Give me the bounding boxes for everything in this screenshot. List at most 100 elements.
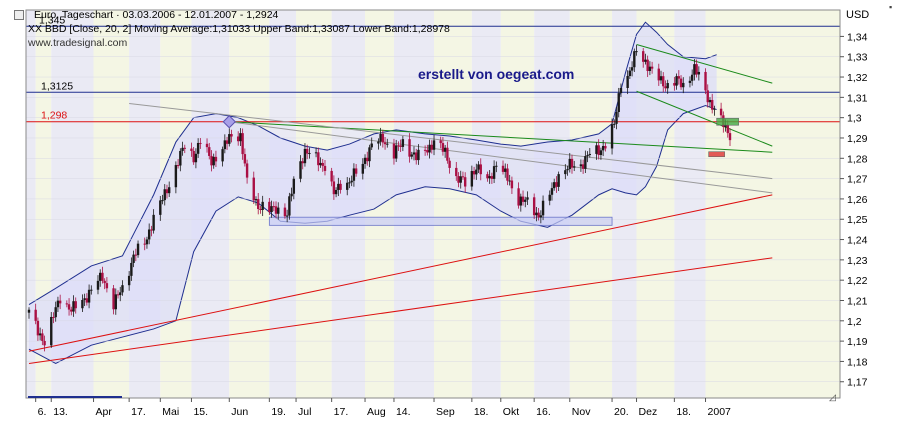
candle-body xyxy=(130,262,133,276)
y-tick-label: 1,34 xyxy=(847,31,868,43)
x-tick-label: 17. xyxy=(334,406,349,418)
candle-body xyxy=(58,300,62,304)
scrollbar-thumb xyxy=(28,396,122,398)
candle-body xyxy=(87,289,91,303)
candle-body xyxy=(252,177,255,201)
y-tick-label: 1,32 xyxy=(847,72,868,84)
candle-body xyxy=(179,150,182,166)
candle-body xyxy=(254,199,258,201)
candle-body xyxy=(394,145,398,159)
y-tick-label: 1,24 xyxy=(847,235,868,247)
background-stripe xyxy=(434,10,472,398)
candle-body xyxy=(673,83,676,86)
candle-body xyxy=(570,158,574,168)
chart-title: Euro, Tageschart · 03.03.2006 - 12.01.20… xyxy=(34,9,279,21)
target-box-marker xyxy=(716,117,739,126)
candle-body xyxy=(386,143,389,145)
candle-body xyxy=(492,166,496,179)
gridlines xyxy=(26,36,840,382)
candle-body xyxy=(354,168,358,174)
candle-body xyxy=(101,272,104,281)
candle-body xyxy=(36,320,40,336)
y-tick-label: 1,22 xyxy=(847,275,868,287)
candle-body xyxy=(145,239,149,245)
candle-body xyxy=(152,214,155,231)
x-tick-label: 15. xyxy=(193,406,208,418)
candle-body xyxy=(479,164,482,175)
candle-body xyxy=(517,188,520,206)
corner-resize-icon[interactable]: ◿ xyxy=(829,392,836,402)
candle-body xyxy=(132,254,135,263)
candle-body xyxy=(337,183,340,190)
window-resize-handle[interactable]: ▪ xyxy=(889,2,893,12)
y-tick-label: 1,2 xyxy=(847,316,862,328)
candle-body xyxy=(664,86,667,89)
candle-body xyxy=(506,168,509,181)
candle-body xyxy=(225,140,229,144)
candle-body xyxy=(666,83,669,89)
candle-body xyxy=(677,76,681,79)
x-tick-label: Aug xyxy=(367,406,386,418)
candle-body xyxy=(719,108,723,116)
candle-body xyxy=(610,124,614,149)
candle-body xyxy=(301,161,304,164)
candle-body xyxy=(361,163,365,174)
candle-body xyxy=(635,51,638,53)
candle-body xyxy=(43,340,46,346)
currency-label: USD xyxy=(846,9,870,21)
candle-body xyxy=(470,171,474,187)
candle-body xyxy=(112,288,115,310)
candle-body xyxy=(163,189,166,201)
candle-body xyxy=(143,243,146,245)
candle-body xyxy=(726,124,729,134)
candle-body xyxy=(243,154,247,164)
candle-body xyxy=(586,155,589,157)
candle-body xyxy=(706,90,709,103)
trend-line xyxy=(129,102,773,180)
candle-body xyxy=(688,80,692,83)
trend-line xyxy=(28,257,773,364)
candle-body xyxy=(588,153,591,156)
candle-body xyxy=(573,166,576,168)
level-label: 1,345 xyxy=(39,14,65,26)
candle-body xyxy=(368,147,371,162)
x-tick-label: 2007 xyxy=(708,406,732,418)
candle-body xyxy=(642,51,645,62)
y-tick-label: 1,18 xyxy=(847,356,868,368)
candle-body xyxy=(713,108,716,110)
candle-body xyxy=(85,298,89,303)
support-zone-box xyxy=(268,216,613,226)
candle-body xyxy=(352,168,356,181)
level-label: 1,298 xyxy=(41,110,67,122)
collapse-toggle[interactable] xyxy=(14,10,24,20)
candle-body xyxy=(446,147,449,161)
x-tick-label: Nov xyxy=(572,406,591,418)
background-stripe xyxy=(705,10,840,398)
candle-body xyxy=(303,148,307,164)
candle-body xyxy=(557,174,560,187)
source-credit: www.tradesignal.com xyxy=(28,37,128,49)
candle-body xyxy=(510,180,514,189)
candle-body xyxy=(103,280,106,284)
candle-body xyxy=(524,199,527,202)
candle-body xyxy=(397,145,400,147)
candle-body xyxy=(521,196,525,202)
candle-body xyxy=(379,133,382,142)
candle-body xyxy=(72,301,75,312)
candle-body xyxy=(508,180,511,182)
x-tick-label: 18. xyxy=(676,406,691,418)
x-tick-label: 14. xyxy=(396,406,411,418)
candle-body xyxy=(695,64,698,75)
candle-body xyxy=(52,316,55,318)
candle-body xyxy=(150,229,153,231)
candle-body xyxy=(597,145,600,156)
candle-body xyxy=(90,289,93,291)
x-tick-label: 13. xyxy=(53,406,68,418)
candle-body xyxy=(41,333,44,341)
candle-body xyxy=(448,160,451,168)
candle-body xyxy=(399,145,402,147)
x-tick-label: 19. xyxy=(271,406,286,418)
candle-body xyxy=(317,152,320,166)
candle-body xyxy=(214,156,218,162)
